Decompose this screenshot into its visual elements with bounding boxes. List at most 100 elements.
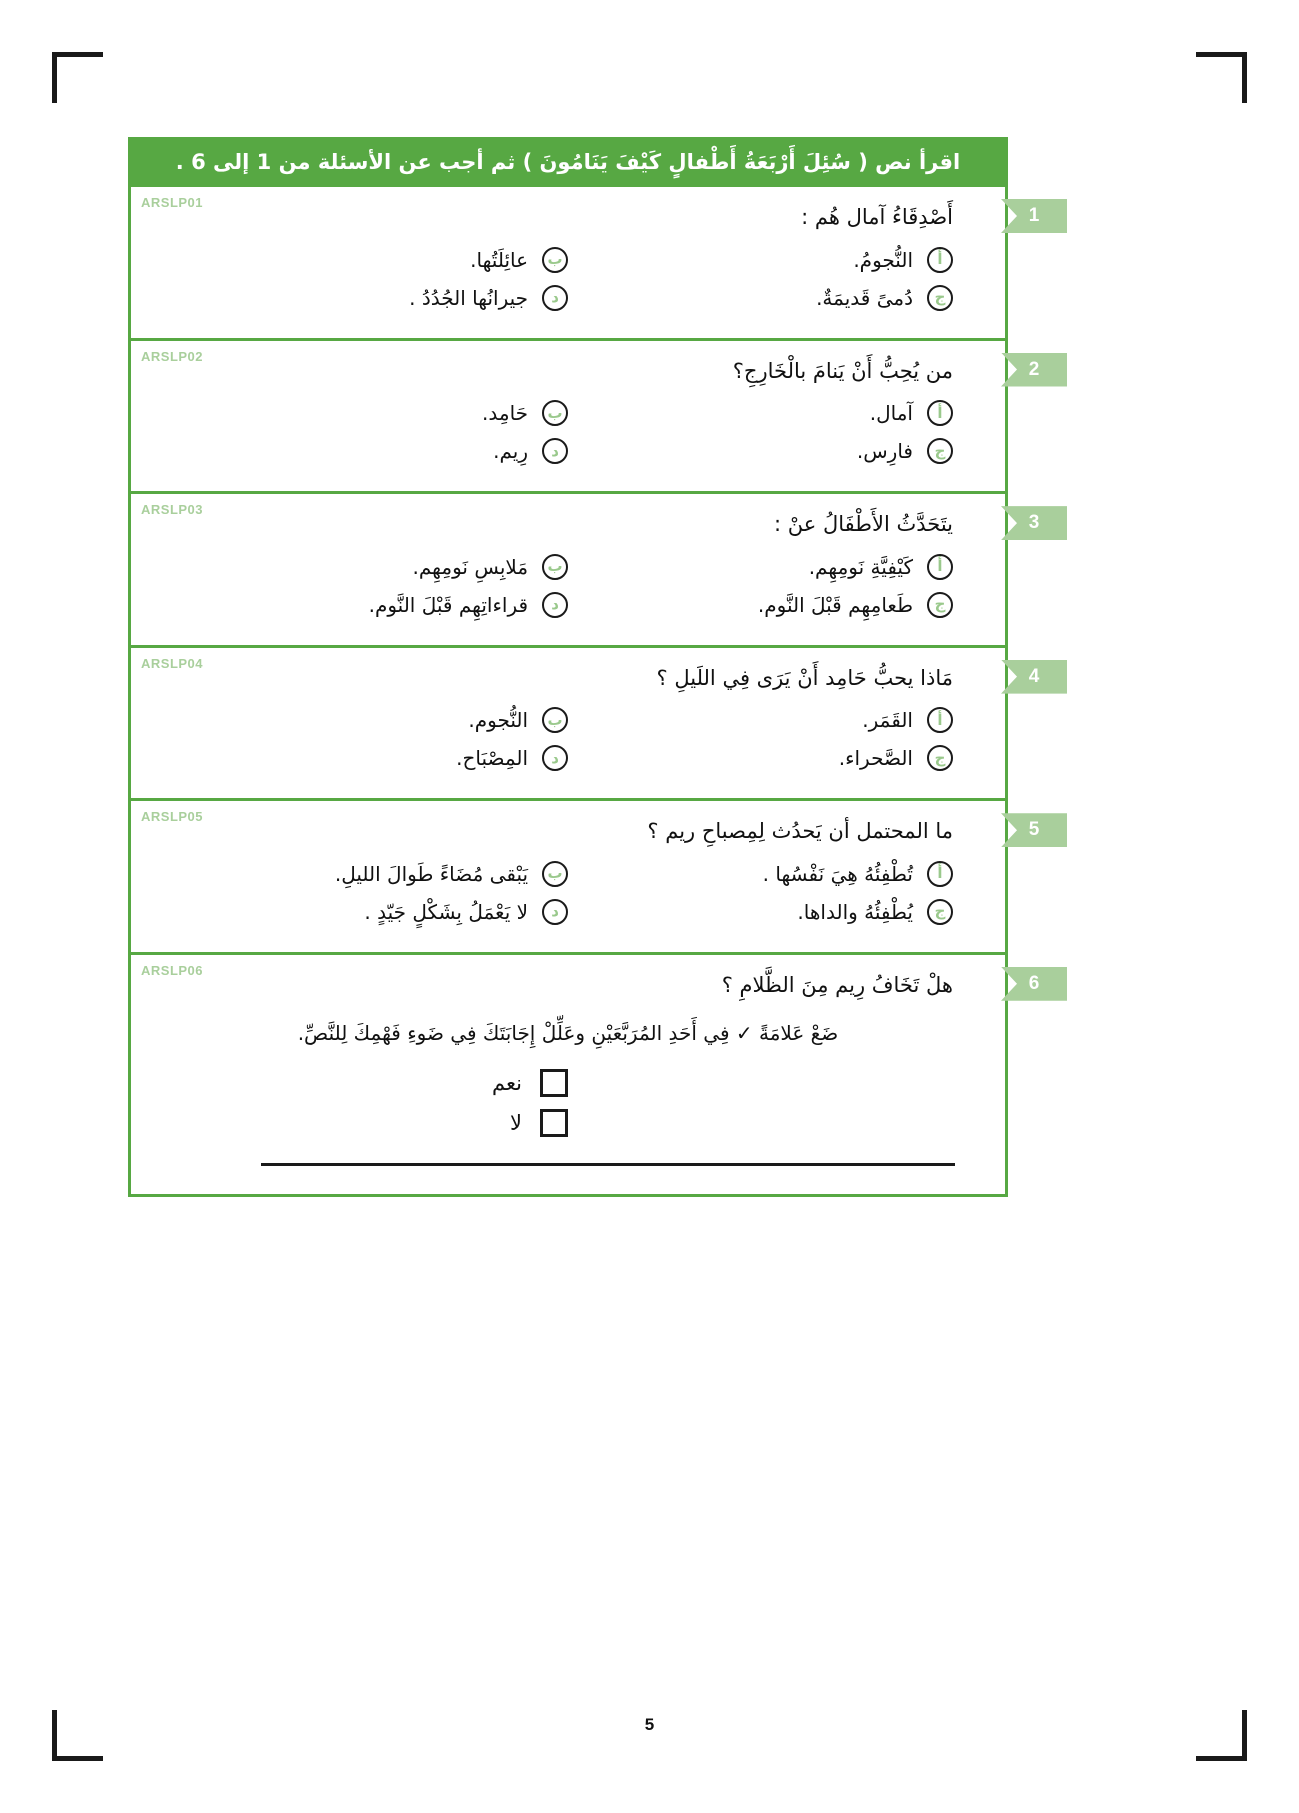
option-text-b: حَامِد. — [482, 401, 529, 426]
question-block-2: ARSLP02 2 من يُحِبُّ أَنْ يَنامَ بالْخَا… — [131, 341, 1067, 495]
option-row: ج الصَّحراء. د المِصْبَاح. — [131, 738, 1005, 776]
option-row: ج فارِس. د رِيم. — [131, 431, 1005, 469]
question-block-6: ARSLP06 6 هلْ تَخَافُ رِيم مِنَ الظَّلام… — [131, 955, 1067, 1195]
option-b[interactable]: ب يَبْقى مُضَاءً طَوالَ الليلِ. — [151, 860, 569, 888]
option-c[interactable]: ج طَعامِهِم قَبْلَ النَّوم. — [568, 591, 953, 619]
option-text-b: يَبْقى مُضَاءً طَوالَ الليلِ. — [334, 861, 529, 886]
option-d[interactable]: د لا يَعْمَلُ بِشَكْلٍ جَيّدٍ . — [151, 898, 569, 926]
question-number-badge: 3 — [1001, 506, 1067, 541]
option-text-d: قراءاتِهِم قَبْلَ النَّوم. — [368, 592, 529, 617]
option-row: أ آمال. ب حَامِد. — [131, 393, 1005, 431]
option-text-c: يُطْفِئُهُ والداها. — [797, 899, 913, 924]
checkbox-label-no: لا — [510, 1111, 522, 1136]
question-stem: أَصْدِقَاءُ آمال هُم : — [801, 205, 953, 229]
option-text-b: عائِلَتُها. — [470, 247, 529, 272]
option-b[interactable]: ب مَلابِسِ نَومِهِم. — [151, 553, 569, 581]
options-list: أ كَيْفِيَّةِ نَومِهِم. ب مَلابِسِ نَومِ… — [131, 547, 1005, 623]
checkbox-yes[interactable] — [540, 1069, 568, 1098]
option-a[interactable]: أ القَمَر. — [568, 706, 953, 734]
option-bullet-d: د — [542, 591, 569, 618]
option-text-d: لا يَعْمَلُ بِشَكْلٍ جَيّدٍ . — [364, 899, 529, 924]
options-list: أ النُّجومُ. ب عائِلَتُها. ج دُمىً قَديم… — [131, 240, 1005, 316]
option-c[interactable]: ج فارِس. — [568, 437, 953, 465]
option-d[interactable]: د رِيم. — [151, 437, 569, 465]
option-bullet-d: د — [542, 284, 569, 311]
option-b[interactable]: ب النُّجوم. — [151, 706, 569, 734]
option-bullet-d: د — [542, 745, 569, 772]
option-text-a: القَمَر. — [862, 708, 913, 733]
page-number: 5 — [644, 1715, 655, 1734]
worksheet-title: اقرأ نص ( سُئِلَ أَرْبَعَةُ أَطْفالٍ كَي… — [131, 140, 1005, 187]
question-stem: ما المحتمل أن يَحدُث لِمِصباحِ ريم ؟ — [647, 819, 953, 844]
option-bullet-b: ب — [542, 707, 569, 734]
option-row: أ القَمَر. ب النُّجوم. — [131, 700, 1005, 738]
option-text-a: آمال. — [869, 401, 913, 426]
question-instruction: ضَعْ عَلامَةً ✓ فِي أَحَدِ المُرَبَّعَيْ… — [297, 1021, 839, 1046]
crop-mark-bottom-right — [1196, 1710, 1247, 1761]
question-stem: من يُحِبُّ أَنْ يَنامَ بالْخَارِجِ؟ — [732, 358, 953, 383]
option-row: أ كَيْفِيَّةِ نَومِهِم. ب مَلابِسِ نَومِ… — [131, 547, 1005, 585]
question-code: ARSLP03 — [141, 502, 204, 518]
option-bullet-a: أ — [927, 246, 953, 273]
options-list: أ آمال. ب حَامِد. ج فارِس. د رِيم. — [131, 393, 1005, 469]
options-list: أ القَمَر. ب النُّجوم. ج الصَّحراء. د ال… — [131, 700, 1005, 776]
option-row: ج طَعامِهِم قَبْلَ النَّوم. د قراءاتِهِم… — [131, 585, 1005, 623]
crop-mark-top-left — [52, 52, 103, 103]
option-text-d: جيرانُها الجُدُدُ . — [409, 285, 529, 310]
option-text-a: النُّجومُ. — [853, 247, 913, 272]
option-bullet-b: ب — [542, 860, 569, 887]
option-b[interactable]: ب عائِلَتُها. — [151, 246, 569, 274]
checkbox-label-yes: نعم — [492, 1071, 522, 1096]
option-bullet-d: د — [542, 438, 569, 465]
option-c[interactable]: ج دُمىً قَديمَةٌ. — [568, 284, 953, 312]
option-text-d: رِيم. — [493, 439, 529, 464]
option-c[interactable]: ج الصَّحراء. — [568, 744, 953, 772]
option-bullet-a: أ — [927, 860, 953, 887]
option-bullet-c: ج — [927, 898, 953, 925]
checkbox-row-yes[interactable]: نعم — [131, 1057, 568, 1098]
option-d[interactable]: د جيرانُها الجُدُدُ . — [151, 284, 569, 312]
option-row: ج يُطْفِئُهُ والداها. د لا يَعْمَلُ بِشَ… — [131, 892, 1005, 930]
option-row: أ تُطْفِئُهُ هِيَ نَفْسُها . ب يَبْقى مُ… — [131, 854, 1005, 892]
option-text-a: تُطْفِئُهُ هِيَ نَفْسُها . — [762, 861, 913, 886]
option-bullet-b: ب — [542, 400, 569, 427]
question-stem: مَاذا يحبُّ حَامِد أَنْ يَرَى فِي اللَيل… — [656, 665, 953, 690]
answer-write-line[interactable] — [261, 1163, 955, 1167]
checkbox-no[interactable] — [540, 1109, 568, 1138]
question-block-3: ARSLP03 3 يتَحَدَّثُ الأَطْفَالُ عنْ : أ… — [131, 494, 1067, 648]
question-stem: هلْ تَخَافُ رِيم مِنَ الظَّلامِ ؟ — [721, 972, 953, 997]
option-bullet-c: ج — [927, 591, 953, 618]
option-a[interactable]: أ آمال. — [568, 399, 953, 427]
option-c[interactable]: ج يُطْفِئُهُ والداها. — [568, 898, 953, 926]
question-number-badge: 1 — [1001, 199, 1067, 233]
question-code: ARSLP04 — [141, 655, 204, 671]
option-bullet-b: ب — [542, 246, 569, 273]
option-a[interactable]: أ كَيْفِيَّةِ نَومِهِم. — [568, 553, 953, 581]
question-number-badge: 2 — [1001, 352, 1067, 387]
crop-mark-top-right — [1196, 52, 1247, 103]
worksheet-frame: اقرأ نص ( سُئِلَ أَرْبَعَةُ أَطْفالٍ كَي… — [128, 137, 1067, 1198]
option-d[interactable]: د المِصْبَاح. — [151, 744, 569, 772]
option-a[interactable]: أ تُطْفِئُهُ هِيَ نَفْسُها . — [568, 860, 953, 888]
option-bullet-a: أ — [927, 707, 953, 734]
option-bullet-b: ب — [542, 553, 569, 580]
options-list: أ تُطْفِئُهُ هِيَ نَفْسُها . ب يَبْقى مُ… — [131, 854, 1005, 930]
checkbox-row-no[interactable]: لا — [131, 1097, 568, 1138]
option-bullet-a: أ — [927, 553, 953, 580]
option-bullet-d: د — [542, 898, 569, 925]
option-bullet-c: ج — [927, 284, 953, 311]
question-code: ARSLP05 — [141, 809, 204, 825]
option-row: ج دُمىً قَديمَةٌ. د جيرانُها الجُدُدُ . — [131, 278, 1005, 316]
question-block-4: ARSLP04 4 مَاذا يحبُّ حَامِد أَنْ يَرَى … — [131, 648, 1067, 802]
option-d[interactable]: د قراءاتِهِم قَبْلَ النَّوم. — [151, 591, 569, 619]
question-block-5: ARSLP05 5 ما المحتمل أن يَحدُث لِمِصباحِ… — [131, 801, 1067, 955]
question-stem: يتَحَدَّثُ الأَطْفَالُ عنْ : — [774, 512, 953, 537]
option-row: أ النُّجومُ. ب عائِلَتُها. — [131, 240, 1005, 278]
option-b[interactable]: ب حَامِد. — [151, 399, 569, 427]
option-a[interactable]: أ النُّجومُ. — [568, 246, 953, 274]
option-text-c: دُمىً قَديمَةٌ. — [816, 285, 913, 310]
option-bullet-c: ج — [927, 438, 953, 465]
option-bullet-c: ج — [927, 745, 953, 772]
question-block-1: ARSLP01 1 أَصْدِقَاءُ آمال هُم : أ النُّ… — [131, 187, 1067, 341]
option-text-b: النُّجوم. — [468, 708, 529, 733]
